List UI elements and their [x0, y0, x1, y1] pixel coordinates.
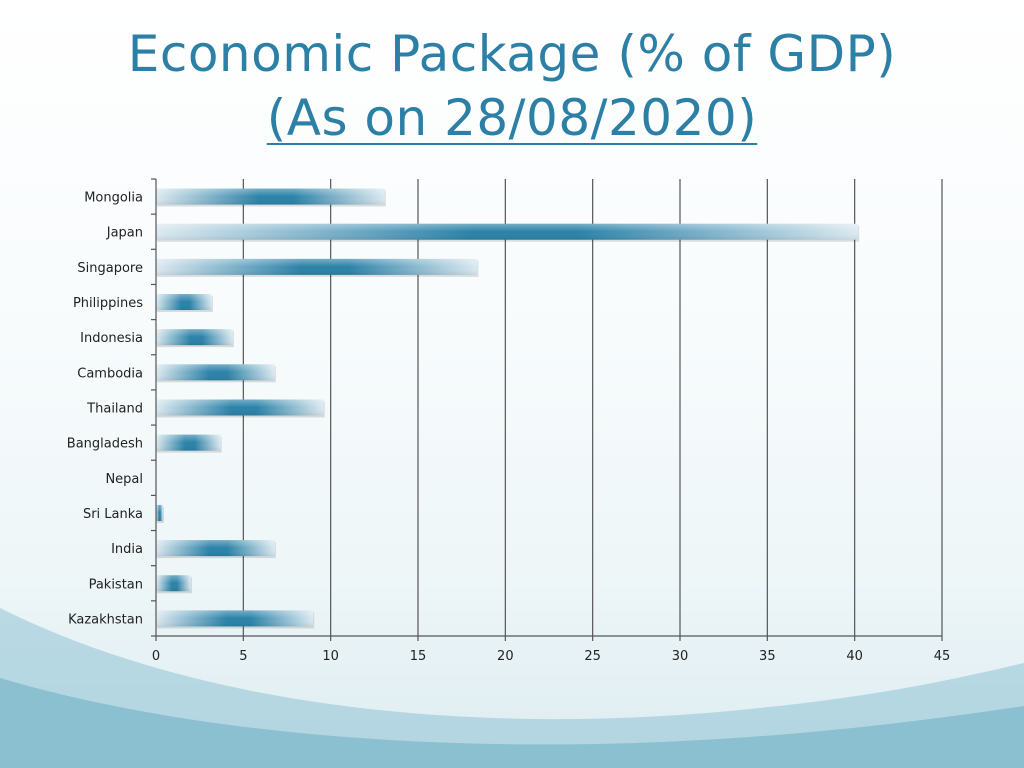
category-label: Kazakhstan — [68, 612, 143, 627]
bar-highlight — [156, 399, 324, 416]
bar-highlight — [156, 434, 221, 451]
gridlines — [242, 179, 943, 636]
x-tick-label: 35 — [759, 649, 776, 664]
bar-highlight — [156, 223, 859, 240]
x-tick-label: 20 — [497, 649, 514, 664]
category-label: Bangladesh — [67, 437, 143, 452]
x-tick-label: 25 — [584, 649, 601, 664]
x-tick-label: 0 — [152, 649, 160, 664]
category-label: Pakistan — [89, 577, 143, 592]
slide-title: Economic Package (% of GDP) (As on 28/08… — [0, 22, 1024, 150]
bar-highlight — [156, 540, 275, 557]
category-label: Thailand — [86, 402, 143, 417]
category-label: Philippines — [73, 296, 143, 311]
category-label: Japan — [106, 226, 143, 241]
bar-highlight — [156, 610, 314, 627]
bar-highlight — [156, 258, 478, 275]
category-label: India — [111, 542, 143, 557]
x-tick-label: 15 — [410, 649, 427, 664]
x-tick-label: 5 — [239, 649, 247, 664]
bar-highlight — [156, 575, 191, 592]
slide-title-line2: (As on 28/08/2020) — [266, 89, 758, 147]
axes — [151, 178, 943, 641]
x-tick-label: 30 — [672, 649, 689, 664]
slide-title-line1: Economic Package (% of GDP) — [127, 25, 897, 83]
x-tick-label: 10 — [322, 649, 339, 664]
bar-highlight — [156, 294, 212, 311]
bar-highlight — [156, 364, 275, 381]
bar-highlight — [156, 329, 233, 346]
background-wave — [0, 608, 1024, 768]
category-label: Indonesia — [80, 331, 143, 346]
category-label: Sri Lanka — [83, 507, 143, 522]
category-label: Nepal — [105, 472, 143, 487]
labels: 0 5 10 15 20 25 30 35 40 45 Mongolia Japan Singapore… — [67, 191, 950, 664]
bars — [156, 188, 860, 629]
bar-highlight — [156, 188, 385, 205]
category-label: Singapore — [77, 261, 143, 276]
x-tick-label: 40 — [846, 649, 863, 664]
bar-highlight — [156, 504, 163, 521]
category-label: Mongolia — [84, 191, 143, 206]
category-label: Cambodia — [77, 366, 143, 381]
x-tick-label: 45 — [934, 649, 951, 664]
